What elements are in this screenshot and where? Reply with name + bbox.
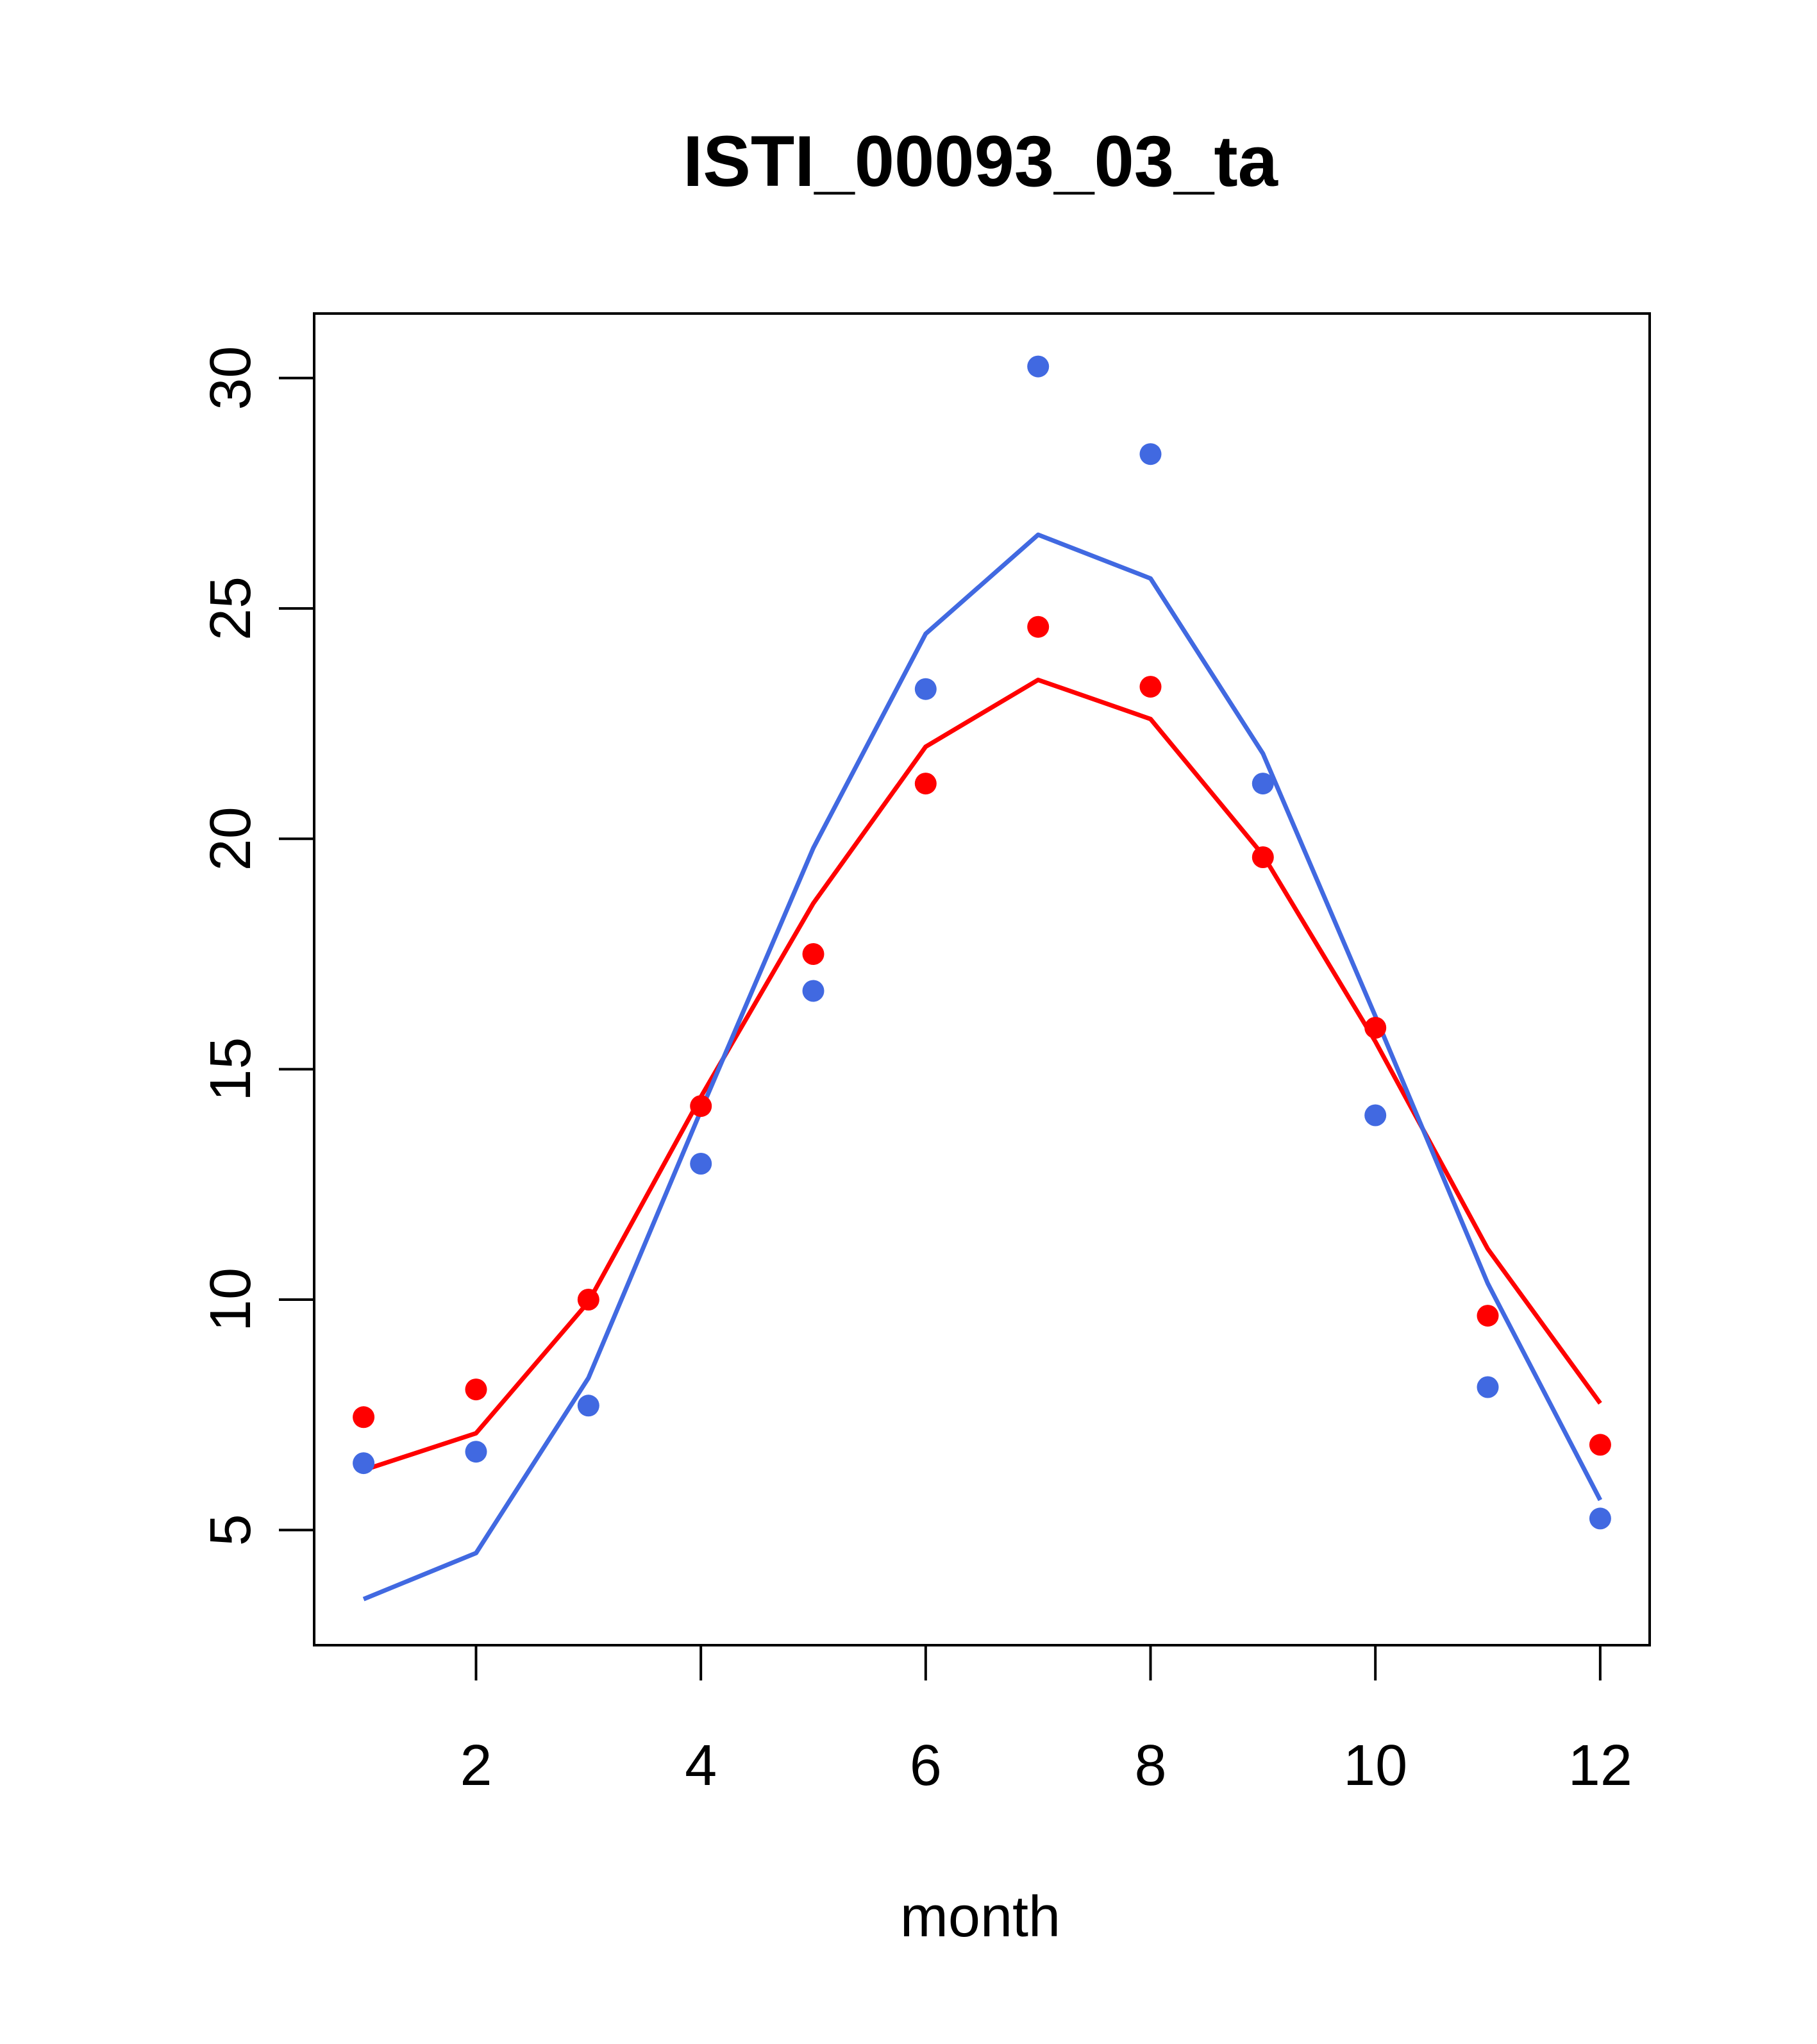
series-2-point [690, 1153, 712, 1175]
series-1-point [690, 1095, 712, 1118]
series-1-point [1364, 1017, 1387, 1039]
series-1-point [802, 943, 825, 965]
series-1-line [363, 677, 1602, 1473]
y-tick-label: 15 [199, 1037, 263, 1102]
series-2-point [1027, 355, 1050, 378]
y-tick-label: 10 [199, 1268, 263, 1332]
series-1-point [1589, 1434, 1611, 1456]
series-1-point [465, 1378, 487, 1401]
series-1-point [914, 773, 937, 795]
series-1-point [1027, 616, 1050, 638]
y-tick-label: 20 [199, 807, 263, 871]
y-tick-label: 30 [199, 346, 263, 410]
series-2-point [1364, 1104, 1387, 1127]
x-tick-label: 4 [685, 1734, 717, 1798]
series-1-point [353, 1406, 375, 1428]
series-1-point [1252, 846, 1274, 868]
y-axis: 5 10 15 20 25 30 [199, 346, 315, 1546]
series-2-point [1589, 1507, 1611, 1530]
series-2-point [1252, 773, 1274, 795]
series-2-point [1477, 1376, 1499, 1398]
series-1-point [1139, 676, 1162, 698]
series-layer [353, 355, 1611, 1602]
series-1-point [577, 1289, 599, 1311]
series-1-point [1477, 1305, 1499, 1327]
x-tick-label: 12 [1568, 1734, 1632, 1798]
series-2-point [353, 1452, 375, 1475]
series-2-line [362, 532, 1603, 1602]
x-tick-label: 8 [1134, 1734, 1166, 1798]
x-axis-label: month [900, 1885, 1060, 1949]
y-tick-label: 5 [199, 1514, 263, 1546]
x-tick-label: 6 [910, 1734, 942, 1798]
chart-title: ISTI_00093_03_ta [683, 121, 1278, 201]
y-tick-label: 25 [199, 576, 263, 641]
x-axis: 2 4 6 8 10 12 [460, 1644, 1632, 1798]
x-tick-label: 2 [460, 1734, 492, 1798]
series-2-point [1139, 443, 1162, 465]
x-tick-label: 10 [1343, 1734, 1407, 1798]
series-2-point [465, 1441, 487, 1463]
series-2-point [802, 980, 825, 1002]
series-2-point [914, 678, 937, 700]
series-2-point [577, 1395, 599, 1417]
